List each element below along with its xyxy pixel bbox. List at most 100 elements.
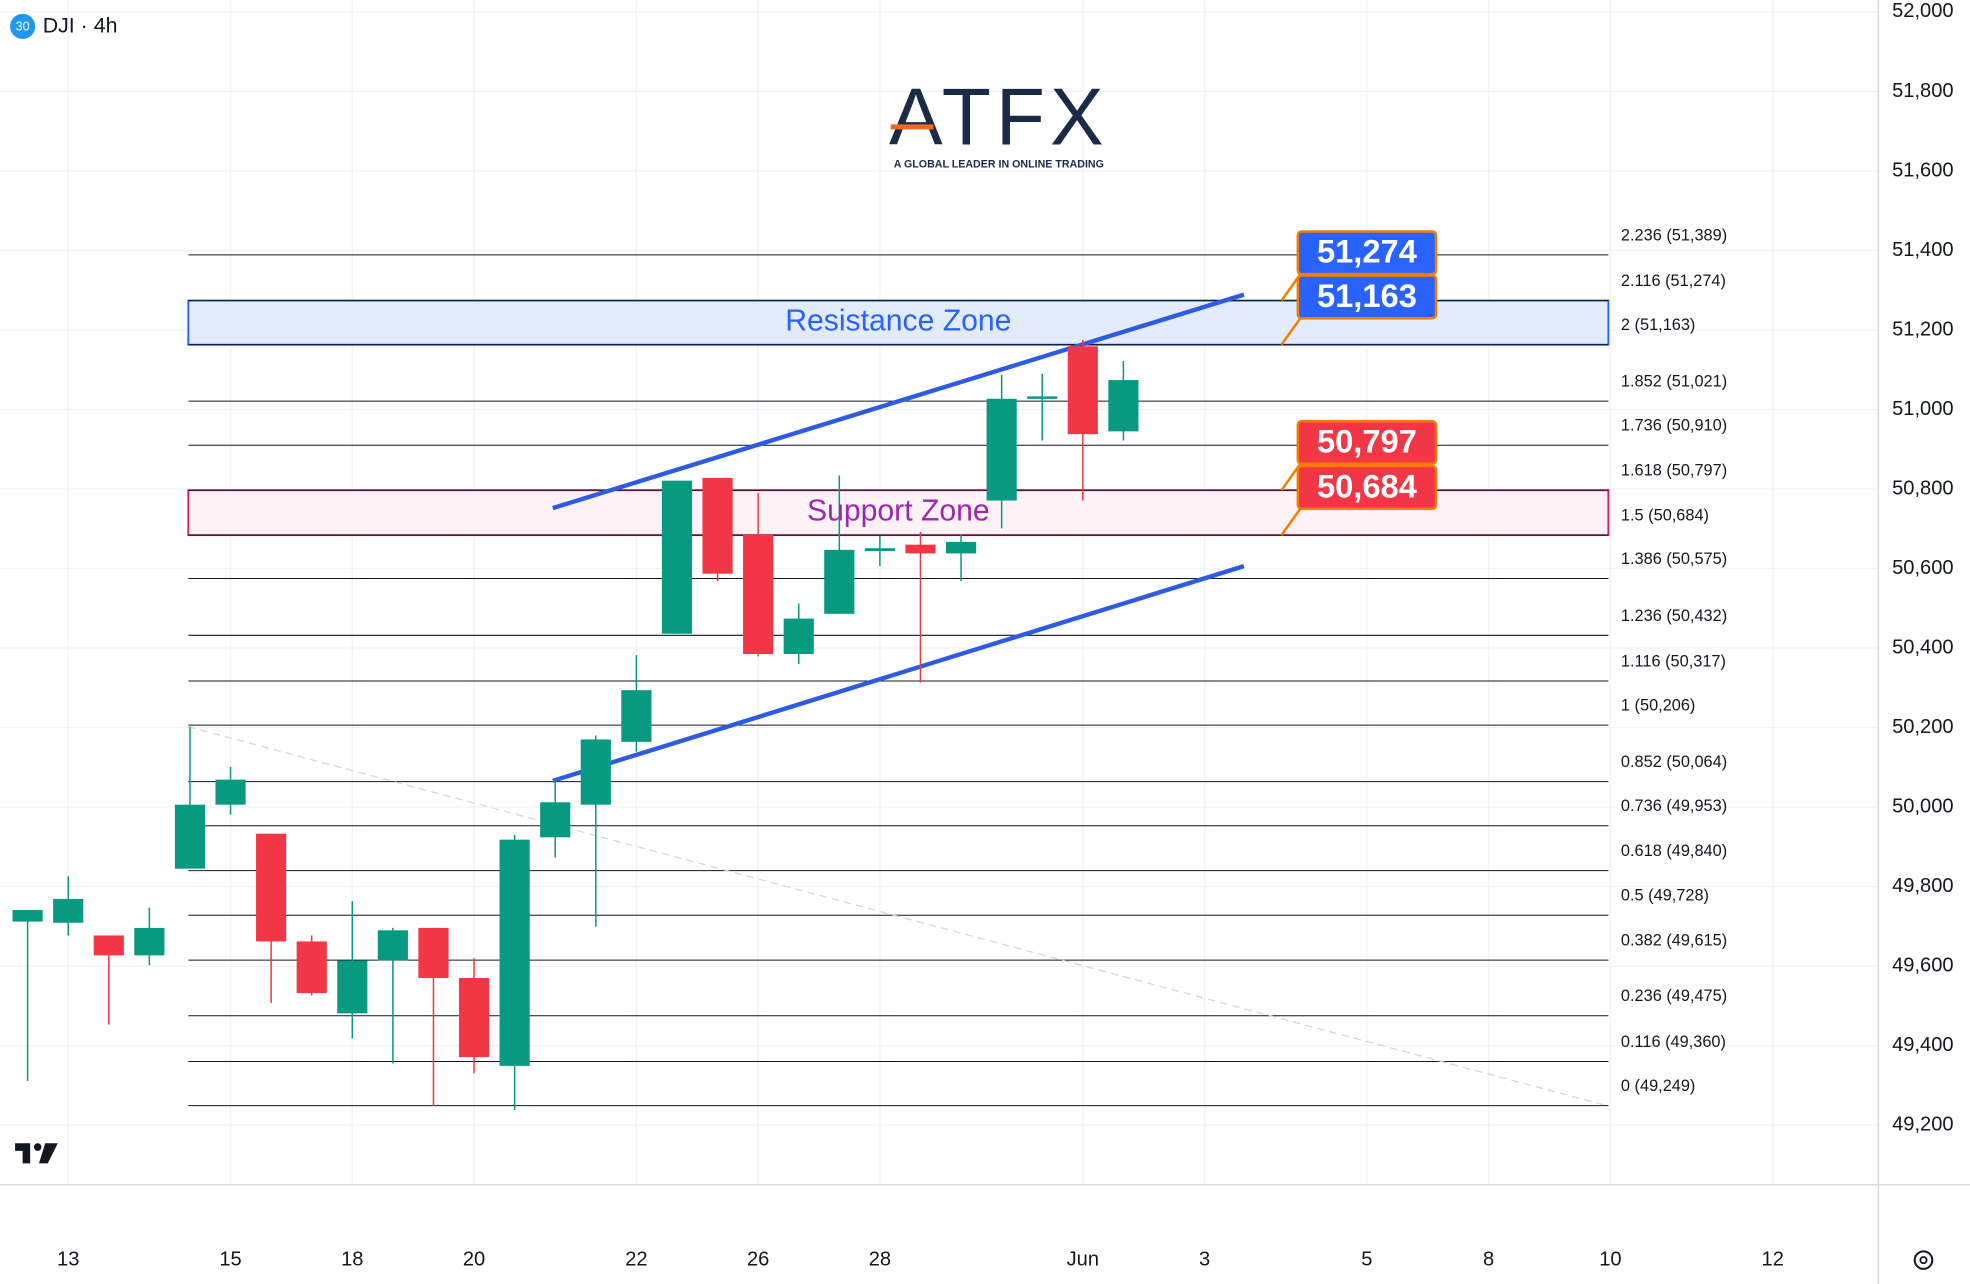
y-tick-label: 52,000 — [1892, 0, 1953, 22]
candle-body — [824, 549, 855, 614]
y-tick-label: 51,600 — [1892, 159, 1953, 181]
candle-body — [1067, 346, 1098, 435]
y-tick-label: 50,000 — [1892, 795, 1953, 817]
candle-body — [174, 804, 206, 869]
x-tick-label: 13 — [57, 1248, 79, 1270]
candle-body — [296, 941, 327, 994]
fib-label: 0.116 (49,360) — [1621, 1033, 1726, 1051]
candle-body — [661, 480, 693, 634]
candle-body — [1108, 380, 1139, 432]
x-tick-label: 5 — [1361, 1248, 1372, 1270]
badge-text: 30 — [16, 19, 30, 33]
y-tick-label: 50,200 — [1892, 716, 1953, 738]
plot-layer: 2.236 (51,389) 2.116 (51,274) 2 (51,163) 1.… — [12, 226, 1727, 1111]
zone-label: Support Zone — [807, 495, 990, 528]
y-tick-label: 49,200 — [1892, 1113, 1953, 1135]
settings-button[interactable] — [1913, 1250, 1934, 1270]
y-tick-label: 49,800 — [1892, 875, 1953, 897]
x-tick-label: 26 — [747, 1248, 769, 1270]
candle-body — [93, 935, 124, 956]
price-box-label: 50,684 — [1317, 467, 1417, 504]
price-box-label: 51,163 — [1317, 277, 1417, 314]
x-tick-label: Jun — [1067, 1248, 1099, 1270]
logo: ATFX A GLOBAL LEADER IN ONLINE TRADING — [889, 72, 1109, 170]
candle-body — [986, 398, 1017, 501]
x-tick-label: 15 — [219, 1248, 241, 1270]
fib-label: 2.116 (51,274) — [1621, 272, 1726, 290]
fib-label: 1.618 (50,797) — [1621, 462, 1727, 480]
candle-body — [540, 802, 571, 838]
y-tick-label: 49,400 — [1892, 1034, 1953, 1056]
fib-label: 1.236 (50,432) — [1621, 607, 1727, 625]
candle-body — [621, 690, 652, 742]
fib-label: 0.736 (49,953) — [1621, 797, 1727, 815]
fib-label: 1.5 (50,684) — [1621, 507, 1709, 525]
tradingview-logo — [15, 1143, 58, 1164]
y-tick-label: 51,000 — [1892, 398, 1953, 420]
fib-label: 1.116 (50,317) — [1621, 652, 1726, 670]
logo-accent — [890, 124, 934, 130]
trendline — [552, 564, 1245, 783]
settings-icon-center[interactable] — [1919, 1256, 1928, 1265]
price-box — [1296, 274, 1438, 320]
candle-body — [215, 779, 246, 805]
candle-body — [499, 839, 530, 1066]
candle-body — [1027, 396, 1058, 399]
settings-icon[interactable] — [1913, 1250, 1934, 1270]
candle-body — [134, 927, 165, 956]
fib-label: 1 (50,206) — [1621, 697, 1695, 715]
fib-label: 1.736 (50,910) — [1621, 417, 1727, 435]
candle-body — [945, 541, 977, 554]
fib-label: 1.386 (50,575) — [1621, 550, 1727, 568]
candle-body — [12, 910, 43, 922]
y-tick-label: 50,400 — [1892, 636, 1953, 658]
candle-body — [580, 739, 611, 805]
fib-label: 2.236 (51,389) — [1621, 226, 1727, 244]
logo-text: ATFX — [889, 72, 1109, 162]
x-tick-label: 12 — [1762, 1248, 1784, 1270]
candle-body — [337, 960, 368, 1014]
candle-body — [783, 618, 814, 654]
fib-label: 0.236 (49,475) — [1621, 987, 1727, 1005]
x-tick-label: 28 — [869, 1248, 891, 1270]
zone-label: Resistance Zone — [785, 305, 1011, 338]
grid-layer — [0, 0, 1879, 1185]
price-box-label: 50,797 — [1317, 422, 1417, 459]
candle-body — [458, 978, 490, 1058]
x-tick-label: 3 — [1199, 1248, 1210, 1270]
y-tick-label: 50,600 — [1892, 557, 1953, 579]
candle-body — [377, 930, 408, 961]
fib-label: 0.382 (49,615) — [1621, 932, 1727, 950]
price-box — [1296, 419, 1438, 466]
candle-body — [53, 898, 84, 923]
tv-logo-part — [33, 1143, 42, 1151]
x-tick-label: 10 — [1599, 1248, 1621, 1270]
x-tick-label: 18 — [341, 1248, 363, 1270]
fib-label: 0.5 (49,728) — [1621, 887, 1709, 905]
tv-logo-part — [15, 1143, 31, 1164]
candle-body — [418, 927, 449, 979]
x-tick-label: 8 — [1483, 1248, 1494, 1270]
symbol-badge — [10, 13, 36, 39]
candle-body — [743, 534, 774, 654]
header: 30 DJI · 4h — [10, 14, 117, 39]
x-tick-label: 22 — [625, 1248, 647, 1270]
trendline — [188, 726, 1609, 1107]
fib-label: 0.618 (49,840) — [1621, 842, 1727, 860]
logo-tagline: A GLOBAL LEADER IN ONLINE TRADING — [894, 158, 1104, 170]
price-box-label: 51,274 — [1317, 233, 1417, 270]
y-tick-label: 50,800 — [1892, 477, 1953, 499]
symbol-title: DJI · 4h — [43, 14, 118, 38]
price-box — [1296, 230, 1438, 276]
fib-label: 0 (49,249) — [1621, 1077, 1695, 1095]
y-tick-label: 51,400 — [1892, 239, 1953, 261]
candle-body — [256, 833, 287, 942]
tv-logo-part — [38, 1143, 58, 1164]
price-box — [1296, 464, 1438, 510]
fib-label: 2 (51,163) — [1621, 316, 1695, 334]
candle-body — [905, 544, 936, 554]
y-tick-label: 51,800 — [1892, 80, 1953, 102]
y-tick-label: 51,200 — [1892, 318, 1953, 340]
